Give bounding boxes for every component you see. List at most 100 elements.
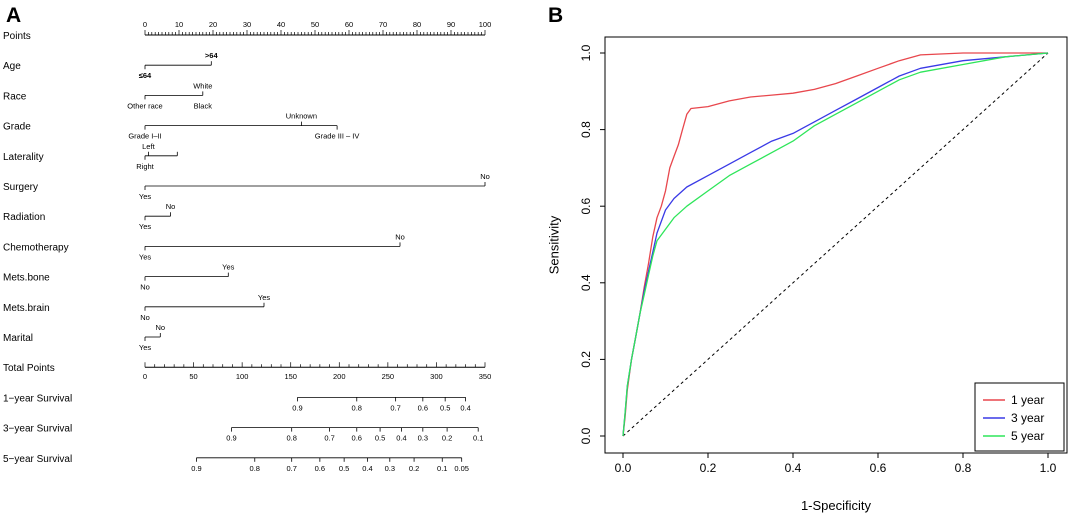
survival-tick-label: 0.9 [191, 464, 201, 473]
roc-panel: B 0.0 0.0 0.2 0.2 0.4 0.4 0.6 0.6 0.8 0.8 1.0 1.0 1-S… [546, 4, 1068, 513]
variable-label: Mets.bone [3, 273, 50, 284]
variable-level-label: Unknown [286, 112, 317, 121]
roc-curve-3 [622, 52, 1049, 437]
survival-tick-label: 0.2 [409, 464, 419, 473]
survival-row-label: 3−year Survival [3, 424, 72, 435]
survival-tick-label: 0.3 [418, 434, 428, 443]
variable-level-label: No [395, 232, 405, 241]
survival-tick-label: 0.9 [226, 434, 236, 443]
variable-label: Radiation [3, 212, 45, 223]
variable-level-label: No [140, 313, 150, 322]
survival-tick-label: 0.8 [250, 464, 260, 473]
variable-level-label: Yes [139, 343, 151, 352]
x-tick-label: 0.0 [615, 461, 632, 475]
points-tick-label: 100 [479, 20, 492, 29]
variable-level-label: Yes [139, 222, 151, 231]
variable-level-label: Yes [258, 293, 270, 302]
variable-level-label: ≤64 [139, 71, 152, 80]
variable-label: Chemotherapy [3, 242, 69, 253]
variable-level-label: Black [194, 101, 213, 110]
survival-tick-label: 0.4 [396, 434, 406, 443]
x-tick-label: 0.2 [700, 461, 717, 475]
legend-entry-label: 5 year [1011, 429, 1044, 443]
y-tick-label: 0.8 [579, 121, 593, 138]
survival-tick-label: 0.6 [418, 403, 428, 412]
total-points-tick-label: 50 [189, 372, 197, 381]
points-tick-label: 0 [143, 20, 147, 29]
variable-level-label: Left [142, 142, 155, 151]
points-tick-label: 10 [175, 20, 183, 29]
variable-level-label: Other race [127, 101, 162, 110]
total-points-tick-label: 350 [479, 372, 492, 381]
variable-label: Surgery [3, 182, 38, 193]
survival-tick-label: 0.05 [454, 464, 469, 473]
variable-label: Marital [3, 333, 33, 344]
variable-label: Mets.brain [3, 303, 50, 314]
variable-level-label: Yes [139, 252, 151, 261]
variable-label: Race [3, 91, 27, 102]
legend-entry-label: 3 year [1011, 411, 1044, 425]
points-tick-label: 50 [311, 20, 319, 29]
y-tick-label: 0.6 [579, 198, 593, 215]
legend-box [974, 382, 1065, 452]
survival-tick-label: 0.4 [460, 403, 470, 412]
total-points-tick-label: 300 [430, 372, 443, 381]
survival-tick-label: 0.1 [437, 464, 447, 473]
y-tick-label: 1.0 [579, 44, 593, 61]
x-tick-label: 0.8 [955, 461, 972, 475]
variable-level-label: Right [136, 162, 154, 171]
variable-level-label: No [156, 323, 166, 332]
nomogram-panel: A Points 0 10 20 30 40 50 60 70 80 90 100 Age ≤64 >64 Ra… [3, 4, 491, 473]
y-tick-label: 0.0 [579, 427, 593, 444]
variable-level-label: No [166, 202, 176, 211]
panel-label-a: A [6, 4, 21, 27]
total-points-label: Total Points [3, 363, 55, 374]
points-row-label: Points [3, 31, 31, 42]
points-tick-label: 80 [413, 20, 421, 29]
survival-tick-label: 0.7 [286, 464, 296, 473]
survival-tick-label: 0.3 [385, 464, 395, 473]
variable-level-label: White [193, 81, 212, 90]
survival-tick-label: 0.6 [315, 464, 325, 473]
survival-tick-label: 0.7 [390, 403, 400, 412]
plot-frame [604, 36, 1068, 454]
variable-label: Laterality [3, 152, 44, 163]
survival-row-label: 1−year Survival [3, 393, 72, 404]
survival-tick-label: 0.2 [442, 434, 452, 443]
points-tick-label: 60 [345, 20, 353, 29]
x-tick-label: 0.4 [785, 461, 802, 475]
reference-diagonal [622, 52, 1049, 437]
total-points-tick-label: 0 [143, 372, 147, 381]
survival-row-label: 5−year Survival [3, 454, 72, 465]
survival-tick-label: 0.5 [440, 403, 450, 412]
survival-tick-label: 0.1 [473, 434, 483, 443]
variable-level-label: Yes [139, 192, 151, 201]
points-tick-label: 90 [447, 20, 455, 29]
points-tick-label: 40 [277, 20, 285, 29]
panel-label-b: B [548, 4, 563, 27]
survival-tick-label: 0.7 [324, 434, 334, 443]
total-points-tick-label: 150 [284, 372, 297, 381]
variable-level-label: Grade III – IV [315, 132, 360, 141]
survival-tick-label: 0.6 [352, 434, 362, 443]
survival-tick-label: 0.8 [352, 403, 362, 412]
points-tick-label: 30 [243, 20, 251, 29]
variable-label: Age [3, 61, 21, 72]
survival-tick-label: 0.4 [362, 464, 372, 473]
y-tick-label: 0.2 [579, 351, 593, 368]
variable-level-label: No [480, 172, 490, 181]
y-tick-label: 0.4 [579, 274, 593, 291]
survival-tick-label: 0.5 [339, 464, 349, 473]
x-axis-label: 1-Specificity [801, 498, 872, 513]
survival-tick-label: 0.5 [375, 434, 385, 443]
x-tick-label: 1.0 [1040, 461, 1057, 475]
y-axis-label: Sensitivity [546, 215, 561, 274]
survival-tick-label: 0.8 [286, 434, 296, 443]
total-points-tick-label: 100 [236, 372, 249, 381]
x-tick-label: 0.6 [870, 461, 887, 475]
legend-entry-label: 1 year [1011, 393, 1044, 407]
points-tick-label: 20 [209, 20, 217, 29]
points-tick-label: 70 [379, 20, 387, 29]
variable-label: Grade [3, 122, 31, 133]
